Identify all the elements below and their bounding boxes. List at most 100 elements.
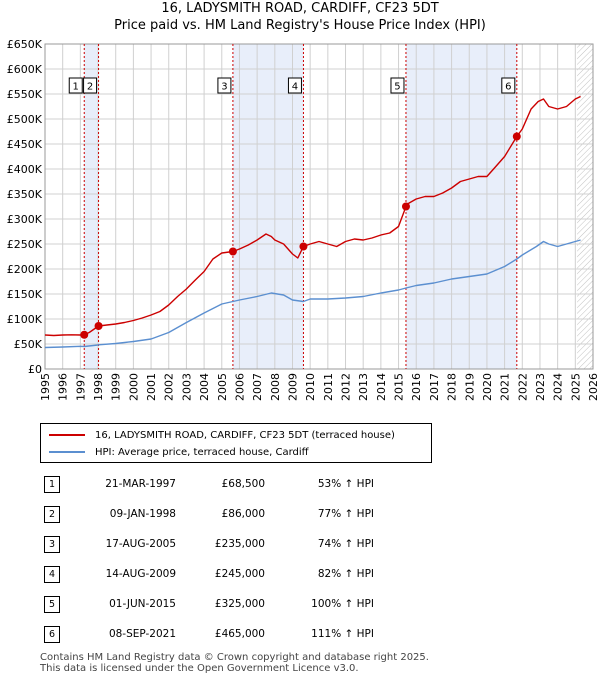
sale-number-badge: 4 (44, 566, 60, 583)
sale-row: 5 01-JUN-2015 £325,000 100% ↑ HPI (40, 594, 400, 614)
sale-marker-box (83, 77, 98, 94)
footer: Contains HM Land Registry data © Crown c… (40, 652, 429, 674)
x-tick-label: 1996 (57, 373, 70, 401)
sale-marker-label: 2 (87, 82, 93, 93)
x-tick-label: 1995 (39, 373, 52, 401)
future-hatch-region (577, 44, 593, 369)
sale-point (512, 132, 521, 141)
x-tick-label: 2001 (145, 373, 158, 401)
sale-point (94, 322, 103, 330)
sale-marker-box (68, 77, 83, 94)
sale-point (80, 330, 89, 339)
shaded-period (405, 44, 517, 369)
sale-marker-label: 5 (394, 82, 400, 93)
x-tick-label: 2010 (304, 373, 317, 401)
x-tick-label: 2024 (552, 373, 565, 401)
sale-number-badge: 5 (44, 596, 60, 613)
sale-row: 6 08-SEP-2021 £465,000 111% ↑ HPI (40, 624, 400, 644)
sale-number-badge: 2 (44, 506, 60, 523)
x-tick-label: 2015 (393, 373, 406, 401)
y-tick-label: £250K (7, 238, 43, 251)
sale-price: £235,000 (214, 538, 265, 550)
sale-row: 1 21-MAR-1997 £68,500 53% ↑ HPI (40, 474, 400, 494)
legend: 16, LADYSMITH ROAD, CARDIFF, CF23 5DT (t… (40, 423, 432, 463)
x-tick-label: 2008 (269, 373, 282, 401)
x-tick-label: 2019 (463, 373, 476, 401)
legend-label-property: 16, LADYSMITH ROAD, CARDIFF, CF23 5DT (t… (95, 429, 395, 441)
sale-row: 2 09-JAN-1998 £86,000 77% ↑ HPI (40, 504, 400, 524)
x-tick-label: 2000 (127, 373, 140, 401)
sale-row: 4 14-AUG-2009 £245,000 82% ↑ HPI (40, 564, 400, 584)
y-tick-label: £650K (7, 38, 43, 51)
x-tick-label: 2011 (322, 373, 335, 401)
y-tick-label: £200K (7, 263, 43, 276)
sale-marker-box (501, 77, 516, 94)
sale-date: 09-JAN-1998 (109, 508, 176, 520)
sale-hpi-change: 111% ↑ HPI (311, 628, 374, 640)
property-price-line (44, 95, 581, 337)
y-tick-label: £300K (7, 213, 43, 226)
chart-title: 16, LADYSMITH ROAD, CARDIFF, CF23 5DT (161, 1, 439, 16)
sale-hpi-change: 82% ↑ HPI (317, 568, 374, 580)
footer-copyright: Contains HM Land Registry data © Crown c… (40, 652, 429, 663)
sale-hpi-change: 53% ↑ HPI (317, 478, 374, 490)
x-tick-label: 1997 (74, 373, 87, 401)
legend-item-hpi: HPI: Average price, terraced house, Card… (49, 444, 309, 460)
y-tick-label: £50K (14, 338, 43, 351)
y-tick-label: £100K (7, 313, 43, 326)
y-tick-label: £350K (7, 188, 43, 201)
x-tick-label: 2017 (428, 373, 441, 401)
sale-marker-label: 6 (505, 82, 511, 93)
x-tick-label: 2026 (587, 373, 600, 401)
x-tick-label: 2025 (569, 373, 582, 401)
sale-number-badge: 1 (44, 476, 60, 493)
plot-border (44, 43, 594, 370)
sale-hpi-change: 77% ↑ HPI (317, 508, 374, 520)
x-tick-label: 2003 (180, 373, 193, 401)
x-tick-label: 2007 (251, 373, 264, 401)
x-tick-label: 2012 (340, 373, 353, 401)
chart-subtitle: Price paid vs. HM Land Registry's House … (114, 18, 486, 33)
y-tick-label: £0 (28, 363, 42, 376)
sale-price: £245,000 (214, 568, 265, 580)
x-tick-label: 2018 (446, 373, 459, 401)
chart-title-block: 16, LADYSMITH ROAD, CARDIFF, CF23 5DT Pr… (0, 0, 600, 34)
sale-marker-box (390, 77, 405, 94)
sale-date: 01-JUN-2015 (109, 598, 176, 610)
x-tick-label: 2013 (357, 373, 370, 401)
sale-price: £86,000 (221, 508, 265, 520)
x-tick-label: 2004 (198, 373, 211, 401)
y-tick-label: £500K (7, 113, 43, 126)
sale-marker-label: 1 (73, 82, 79, 93)
x-tick-label: 2022 (516, 373, 529, 401)
y-tick-label: £550K (7, 88, 43, 101)
legend-item-property: 16, LADYSMITH ROAD, CARDIFF, CF23 5DT (t… (49, 427, 395, 443)
sale-price: £68,500 (221, 478, 265, 490)
sale-hpi-change: 74% ↑ HPI (317, 538, 374, 550)
sale-price: £465,000 (214, 628, 265, 640)
x-tick-label: 2020 (481, 373, 494, 401)
y-tick-label: £600K (7, 63, 43, 76)
x-tick-label: 2016 (410, 373, 423, 401)
sale-row: 3 17-AUG-2005 £235,000 74% ↑ HPI (40, 534, 400, 554)
sale-number-badge: 6 (44, 626, 60, 643)
sale-date: 17-AUG-2005 (105, 538, 176, 550)
x-tick-label: 1999 (110, 373, 123, 401)
sale-point (228, 247, 237, 256)
y-tick-label: £400K (7, 163, 43, 176)
x-tick-label: 2021 (499, 373, 512, 401)
x-tick-label: 2005 (216, 373, 229, 401)
hpi-line (44, 239, 581, 349)
sale-date: 14-AUG-2009 (105, 568, 176, 580)
x-tick-label: 2002 (163, 373, 176, 401)
sale-marker-box (287, 77, 302, 94)
sale-marker-label: 4 (292, 82, 298, 93)
sale-point (401, 202, 410, 211)
sale-hpi-change: 100% ↑ HPI (311, 598, 374, 610)
x-tick-label: 2014 (375, 373, 388, 401)
price-chart: £0 £50K £100K £150K £200K £250K £300K £350K £400… (7, 38, 600, 401)
sale-marker-label: 3 (221, 82, 227, 93)
sale-price: £325,000 (214, 598, 265, 610)
sale-date: 08-SEP-2021 (108, 628, 176, 640)
sale-point (299, 242, 308, 251)
